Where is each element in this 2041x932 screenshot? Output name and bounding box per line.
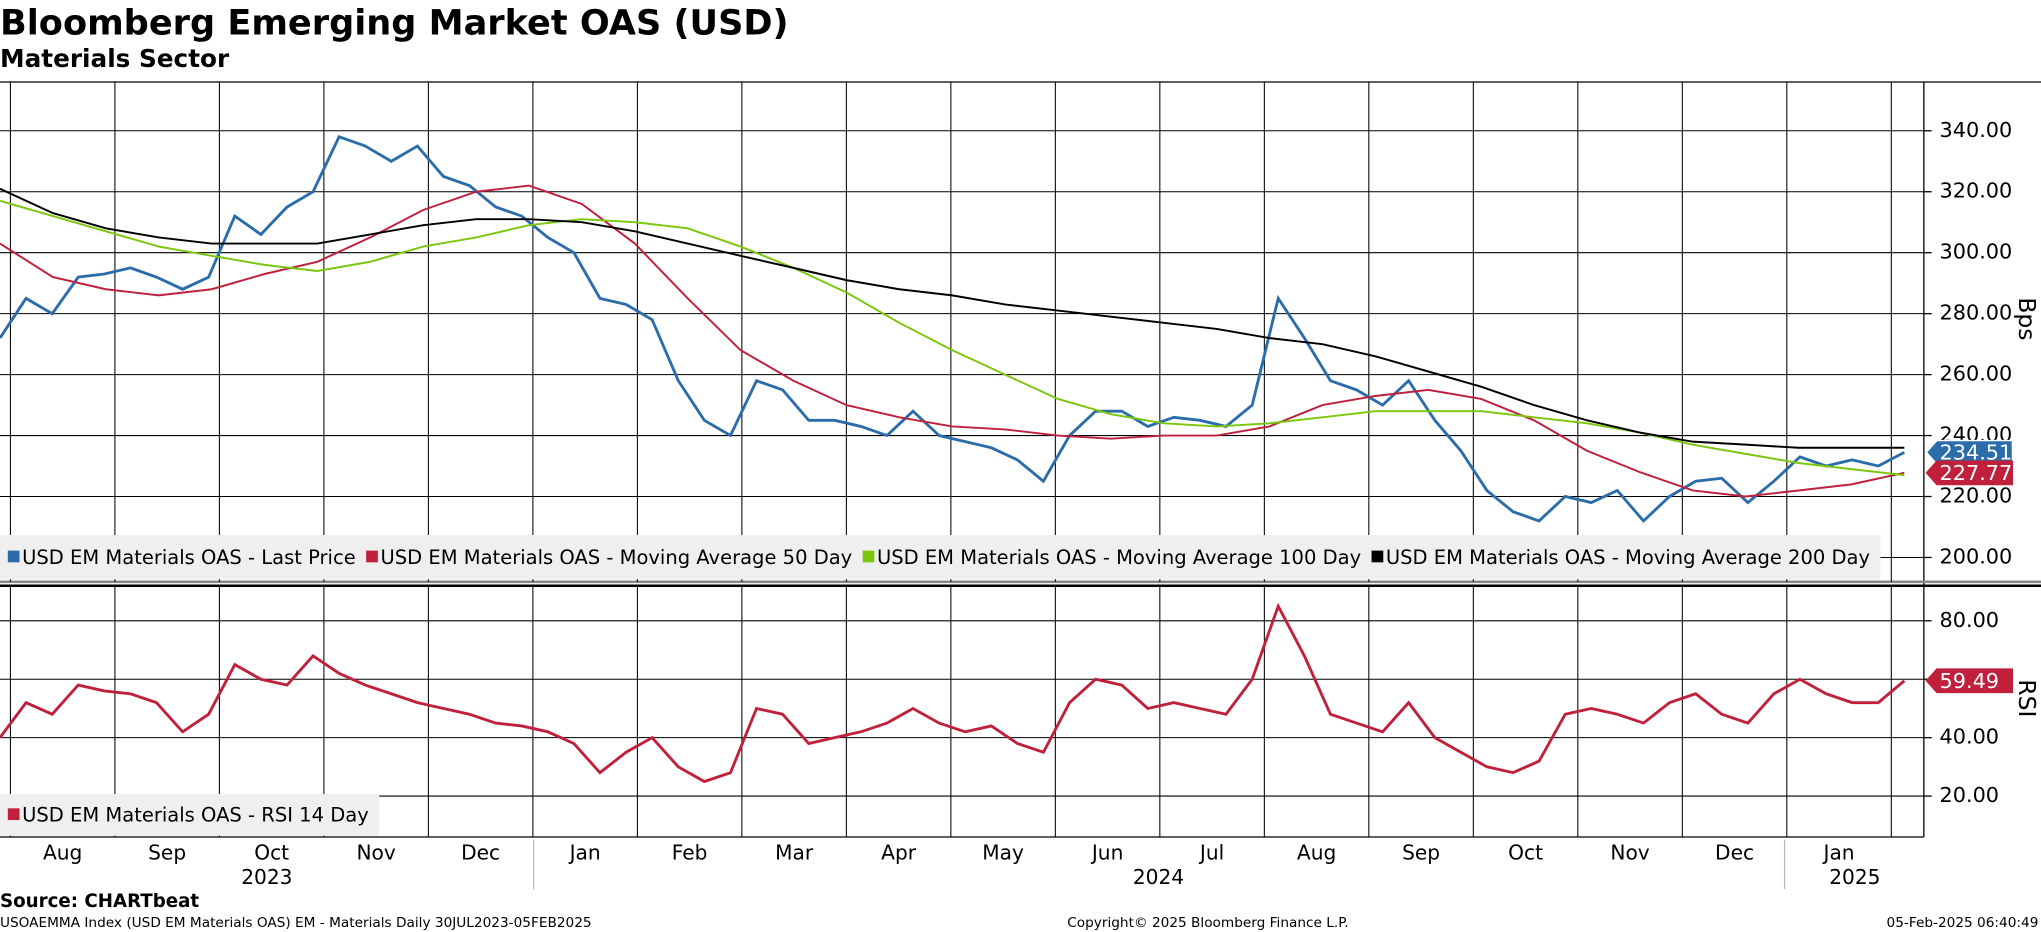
series-line (0, 602, 1906, 784)
year-label: 2024 (1133, 865, 1184, 889)
last-value-label: 227.77 (1939, 461, 2012, 485)
x-tick-label: Sep (1402, 840, 1440, 864)
x-tick-label: Jan (568, 840, 601, 864)
legend-swatch (366, 550, 378, 563)
x-tick-label: May (982, 840, 1024, 864)
y-axis-label: Bps (2013, 297, 2041, 340)
legend-label: USD EM Materials OAS - Moving Average 10… (877, 546, 1361, 569)
legend-background (0, 534, 1881, 580)
x-tick-label: Aug (43, 840, 82, 864)
y-tick-label: 40.00 (1939, 725, 1999, 749)
series-line (0, 184, 1905, 498)
y-tick-label: 80.00 (1939, 608, 1999, 632)
source: Source: CHARTbeat (0, 891, 199, 912)
y-tick-label: 20.00 (1939, 783, 1999, 807)
last-value-badge (1925, 460, 2014, 486)
series-line (0, 135, 1905, 523)
chart-subtitle: Materials Sector (0, 44, 230, 73)
legend: USD EM Materials OAS - Last Price USD EM … (0, 534, 1881, 580)
legend-label: USD EM Materials OAS - RSI 14 Day (22, 804, 369, 827)
legend-swatch (1371, 550, 1384, 563)
x-tick-label: Oct (1508, 840, 1543, 864)
x-tick-label: Apr (881, 840, 917, 864)
legend: USD EM Materials OAS - RSI 14 Day (0, 794, 380, 836)
footer-index: USOAEMMA Index (USD EM Materials OAS) EM… (0, 915, 592, 931)
y-axis-label: RSI (2013, 679, 2041, 717)
series-line (0, 187, 1905, 449)
series-line (0, 199, 1905, 477)
last-value-badge (1925, 439, 2014, 465)
x-tick-label: Mar (775, 840, 814, 864)
lines (0, 135, 1906, 784)
y-tick-label: 200.00 (1939, 544, 2012, 568)
legend-label: USD EM Materials OAS - Moving Average 20… (1386, 546, 1870, 569)
grid: 200.00220.00240.00260.00280.00300.00320.… (0, 82, 2012, 837)
legend-swatch (7, 808, 20, 821)
x-tick-label: Feb (672, 840, 708, 864)
x-tick-label: Dec (1715, 840, 1754, 864)
y-tick-label: 320.00 (1939, 179, 2012, 203)
timestamp: 05-Feb-2025 06:40:49 (1887, 915, 2039, 931)
year-label: 2025 (1829, 865, 1880, 889)
copyright: Copyright© 2025 Bloomberg Finance L.P. (1067, 915, 1348, 931)
x-tick-label: Jul (1198, 840, 1224, 864)
x-tick-label: Jun (1090, 840, 1124, 864)
legend-swatch (7, 550, 20, 563)
overlay: USD EM Materials OAS - Last Price USD EM … (0, 439, 2014, 836)
y-tick-label: 280.00 (1939, 301, 2012, 325)
chart-title: Bloomberg Emerging Market OAS (USD) (0, 3, 789, 44)
x-tick-label: Aug (1297, 840, 1336, 864)
x-tick-label: Jan (1822, 840, 1855, 864)
x-tick-label: Dec (461, 840, 500, 864)
year-label: 2023 (241, 865, 292, 889)
last-value-label: 59.49 (1939, 669, 1999, 693)
x-tick-label: Oct (254, 840, 289, 864)
y-tick-label: 220.00 (1939, 484, 2012, 508)
legend-label: USD EM Materials OAS - Last Price (22, 546, 356, 569)
legend-label: USD EM Materials OAS - Moving Average 50… (380, 546, 852, 569)
y-tick-label: 340.00 (1939, 118, 2012, 142)
x-tick-label: Nov (356, 840, 395, 864)
x-tick-label: Sep (148, 840, 186, 864)
legend-background (0, 794, 380, 836)
legend-swatch (862, 550, 875, 563)
x-tick-label: Nov (1610, 840, 1649, 864)
last-value-badge (1925, 668, 2014, 694)
y-tick-label: 260.00 (1939, 362, 2012, 386)
y-tick-label: 300.00 (1939, 240, 2012, 264)
